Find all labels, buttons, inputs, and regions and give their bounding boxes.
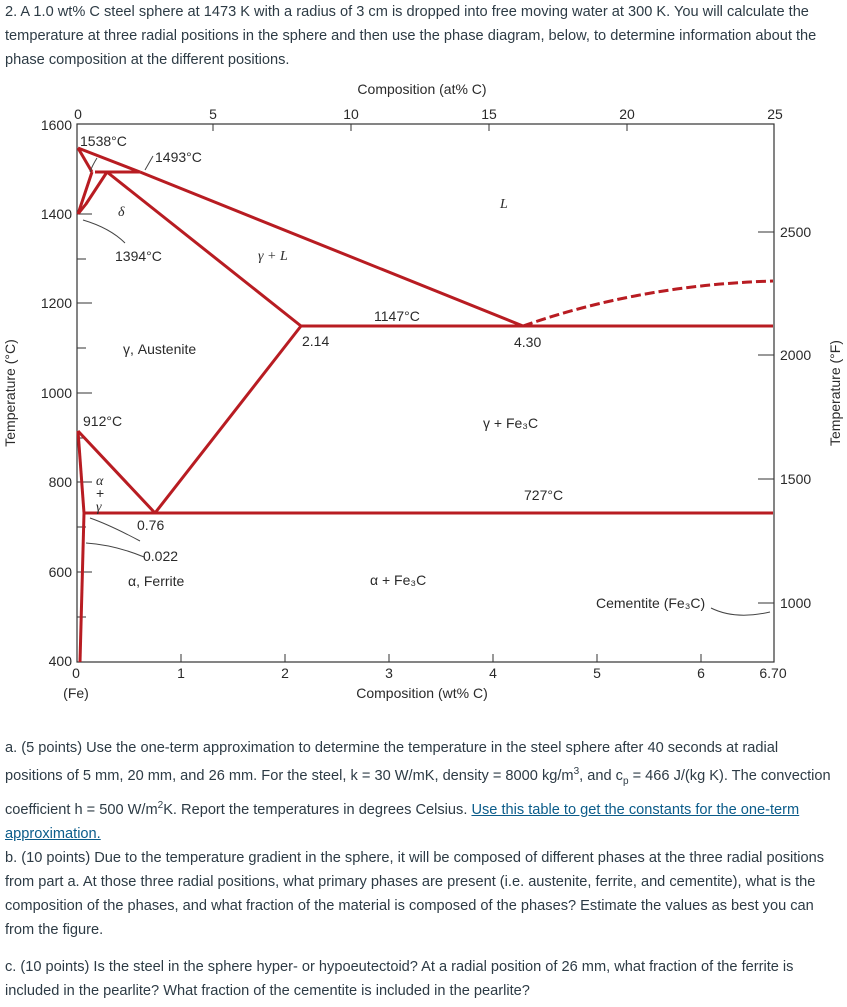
bottom-fe-label: (Fe) [63, 685, 89, 701]
right-tick-2000: 2000 [780, 347, 811, 363]
left-tick-400: 400 [49, 653, 73, 669]
left-tick-600: 600 [49, 564, 73, 580]
label-liquid: L [499, 197, 508, 212]
question-a-sup-3: 3 [573, 766, 580, 777]
liquidus-gamma [139, 170, 524, 328]
label-0-76: 0.76 [137, 517, 164, 533]
label-727: 727°C [524, 487, 563, 503]
label-alpha-fe3c: α + Fe₃C [370, 572, 426, 588]
label-1493: 1493°C [155, 149, 202, 165]
label-912: 912°C [83, 413, 122, 429]
top-tick-5: 5 [209, 106, 217, 122]
label-gamma-small: γ [96, 500, 102, 515]
bottom-tick-2: 2 [281, 665, 289, 681]
bottom-tick-0: 0 [72, 665, 80, 681]
label-ferrite: α, Ferrite [128, 573, 185, 589]
label-1538: 1538°C [80, 133, 127, 149]
top-ticks [212, 124, 628, 131]
question-a-text-1: a. (5 points) Use the one-term approxima… [5, 740, 779, 784]
label-1147: 1147°C [374, 308, 420, 324]
label-alpha-small: α [96, 474, 104, 489]
left-tick-800: 800 [49, 474, 73, 490]
label-2-14: 2.14 [302, 333, 329, 349]
top-tick-0: 0 [74, 106, 82, 122]
bottom-tick-6: 6 [697, 665, 705, 681]
left-tick-1600: 1600 [41, 117, 72, 133]
label-plus-small: + [96, 485, 104, 501]
right-tick-1000: 1000 [780, 595, 811, 611]
label-cementite: Cementite (Fe₃C) [596, 595, 705, 611]
bottom-tick-670: 6.70 [759, 665, 786, 681]
acm-line [153, 325, 303, 514]
bottom-ticks [180, 654, 702, 662]
label-austenite: γ, Austenite [123, 341, 196, 357]
left-tick-1400: 1400 [41, 206, 72, 222]
question-a-text-3: = 466 J/(kg K). The convection coefficie… [5, 767, 831, 818]
delta-solidus [76, 147, 94, 173]
solidus-gamma [106, 170, 302, 328]
question-a-text-2: , and c [579, 767, 623, 784]
question-b: b. (10 points) Due to the temperature gr… [5, 850, 825, 938]
delta-gamma-right [76, 171, 109, 215]
bottom-tick-4: 4 [489, 665, 497, 681]
iron-carbon-phase-diagram: Composition (at% C) 0 5 10 15 20 25 1600… [2, 81, 843, 701]
top-axis-title: Composition (at% C) [357, 81, 486, 97]
right-tick-2500: 2500 [780, 224, 811, 240]
alpha-solvus [78, 512, 86, 663]
bottom-tick-5: 5 [593, 665, 601, 681]
label-gamma-fe3c: γ + Fe₃C [483, 415, 538, 431]
top-tick-15: 15 [481, 106, 497, 122]
bottom-tick-1: 1 [177, 665, 185, 681]
liquidus-delta [77, 146, 141, 174]
right-axis-title: Temperature (°F) [827, 340, 843, 446]
question-a: a. (5 points) Use the one-term approxima… [5, 736, 837, 846]
bottom-tick-3: 3 [385, 665, 393, 681]
question-a-text-4: K. Report the temperatures in degrees Ce… [163, 801, 472, 818]
top-tick-20: 20 [619, 106, 635, 122]
right-tick-1500: 1500 [780, 471, 811, 487]
left-tick-1200: 1200 [41, 295, 72, 311]
top-tick-10: 10 [343, 106, 359, 122]
question-a-sup-2: 2 [157, 799, 164, 811]
problem-intro: 2. A 1.0 wt% C steel sphere at 1473 K wi… [5, 4, 817, 68]
delta-gamma-left [76, 171, 94, 215]
label-delta: δ [118, 205, 125, 220]
bottom-axis-title: Composition (wt% C) [356, 685, 487, 701]
top-tick-25: 25 [767, 106, 783, 122]
cementite-liquidus-dashed [522, 279, 774, 328]
label-1394: 1394°C [115, 248, 162, 264]
left-axis-title: Temperature (°C) [2, 339, 18, 447]
label-4-30: 4.30 [514, 334, 541, 350]
label-gamma-plus-l: γ + L [258, 249, 288, 264]
left-tick-1000: 1000 [41, 385, 72, 401]
a3-line [76, 429, 157, 515]
question-c: c. (10 points) Is the steel in the spher… [5, 959, 794, 999]
question-a-sub-p: p [622, 775, 629, 787]
right-ticks [758, 231, 774, 604]
phase-boundaries [76, 146, 774, 663]
one-term-table-link[interactable]: Use this table to get the constants for … [5, 801, 800, 842]
label-0-022: 0.022 [143, 548, 178, 564]
alpha-gamma-boundary [76, 430, 86, 514]
leader-lines [82, 155, 771, 616]
